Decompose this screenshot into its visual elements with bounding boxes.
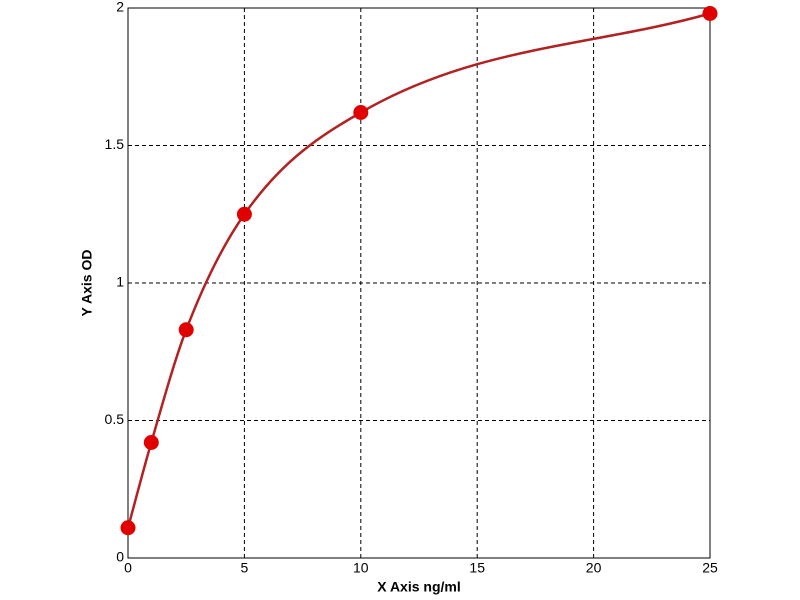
x-axis-title: X Axis ng/ml [377, 579, 461, 595]
data-point [178, 322, 194, 338]
y-tick-label: 1 [116, 274, 124, 290]
y-axis-title: Y Axis OD [79, 250, 95, 317]
data-point [353, 105, 369, 120]
y-tick-label: 2 [116, 0, 124, 15]
y-tick-label: 0.5 [105, 411, 125, 427]
data-point [120, 520, 136, 536]
x-tick-label: 25 [702, 560, 718, 576]
y-tick-label: 1.5 [105, 136, 125, 152]
x-tick-label: 0 [124, 560, 132, 576]
x-tick-label: 10 [353, 560, 369, 576]
x-tick-label: 5 [241, 560, 249, 576]
data-point [236, 206, 252, 222]
x-tick-label: 20 [586, 560, 602, 576]
x-tick-label: 15 [469, 560, 485, 576]
plot-frame [127, 7, 711, 559]
y-tick-label: 0 [116, 549, 124, 565]
data-point [702, 6, 718, 21]
data-point [143, 435, 159, 450]
